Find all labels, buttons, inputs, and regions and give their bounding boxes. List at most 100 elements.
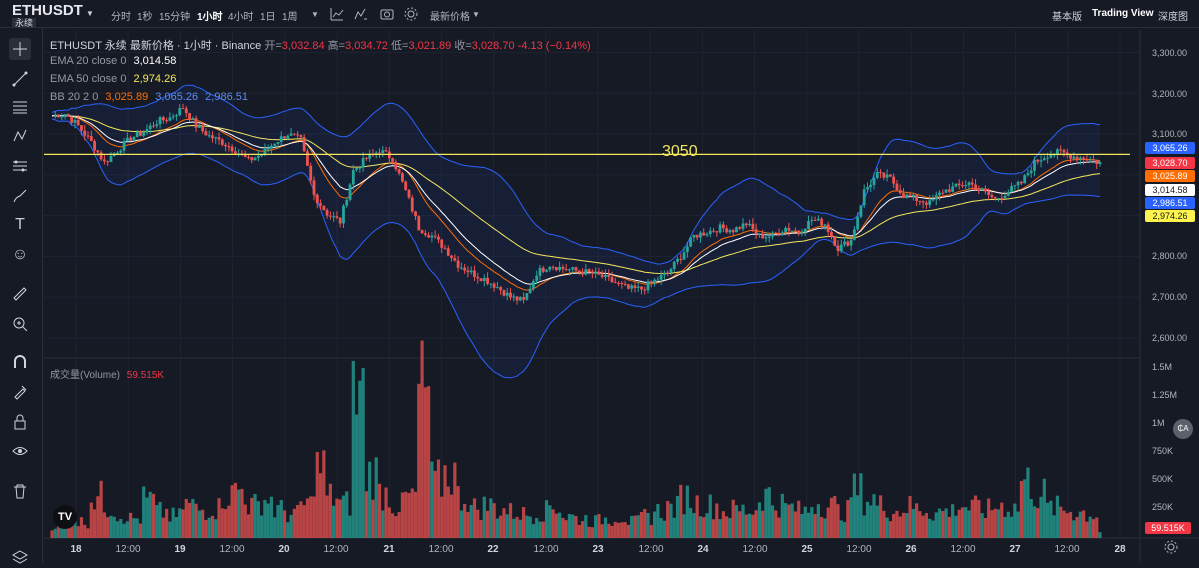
volume-bar [718, 519, 722, 538]
volume-bar [328, 483, 332, 538]
volume-bar [682, 514, 686, 538]
crosshair-icon[interactable] [9, 38, 31, 60]
lock-drawing-icon[interactable] [9, 381, 31, 403]
tradingview-logo[interactable]: TV [53, 505, 77, 529]
ruler-icon[interactable] [9, 283, 31, 305]
interval-more-icon[interactable]: ▼ [311, 10, 319, 19]
interval-1w[interactable]: 1周 [282, 12, 298, 23]
volume-bar [1013, 503, 1017, 538]
volume-bar [826, 507, 830, 538]
candle-body [168, 117, 172, 121]
interval-1d[interactable]: 1日 [260, 12, 276, 23]
price-type-select[interactable]: 最新价格 [430, 12, 470, 23]
horizontal-lines-icon[interactable] [9, 96, 31, 118]
candle-body [502, 290, 506, 296]
price-type-chevron-icon[interactable]: ▼ [472, 10, 480, 19]
interval-1h[interactable]: 1小时 [197, 12, 223, 23]
text-icon[interactable]: T [15, 216, 25, 233]
chart-settings-icon[interactable] [1164, 540, 1178, 554]
candle-body [430, 235, 434, 238]
volume-bar [698, 516, 703, 538]
candle-body [125, 137, 129, 141]
candle-body [843, 241, 846, 245]
candle-body [509, 292, 512, 298]
tab-tradingview[interactable]: Trading View [1092, 8, 1154, 19]
volume-bar [83, 524, 87, 538]
volume-bar [243, 504, 247, 538]
volume-bar [217, 498, 221, 538]
volume-bar [223, 509, 228, 538]
volume-bar [138, 523, 143, 538]
volume-bar [780, 493, 784, 538]
volume-bar [996, 509, 1001, 538]
candle-body [335, 216, 339, 218]
volume-bar [427, 386, 431, 538]
candle-body [735, 227, 738, 233]
symbol-dropdown-icon[interactable]: ▼ [86, 9, 94, 18]
volume-bar [728, 518, 732, 538]
time-axis-label: 26 [905, 544, 917, 555]
candle-body [391, 158, 394, 162]
volume-bar [793, 511, 798, 538]
interval-15m[interactable]: 15分钟 [159, 12, 191, 23]
tab-depth[interactable]: 深度图 [1158, 12, 1188, 23]
trash-icon[interactable] [9, 480, 31, 502]
volume-bar [905, 513, 909, 538]
tab-basic[interactable]: 基本版 [1052, 12, 1082, 23]
emoji-icon[interactable]: ☺ [11, 246, 29, 263]
lock-icon[interactable] [9, 411, 31, 433]
volume-bar [279, 499, 283, 538]
magnet-icon[interactable] [9, 351, 31, 373]
eye-icon[interactable] [9, 440, 31, 462]
candle-body [712, 230, 715, 232]
pattern-icon[interactable] [9, 125, 31, 147]
brush-icon[interactable] [9, 185, 31, 207]
candle-body [983, 188, 987, 192]
zoom-in-icon[interactable] [9, 313, 31, 335]
bb-legend[interactable]: BB 20 2 0 3,025.89 3,065.26 2,986.51 [50, 91, 248, 103]
fib-icon[interactable] [9, 155, 31, 177]
volume-bar [715, 503, 719, 538]
chart-type-icon[interactable] [330, 7, 344, 21]
settings-icon[interactable] [404, 7, 418, 21]
hline-label[interactable]: 3050 [662, 143, 698, 160]
volume-bar [142, 486, 146, 538]
volume-bar [109, 515, 113, 538]
volume-bar [865, 501, 870, 538]
candle-body [541, 267, 545, 272]
interval-tick[interactable]: 分时 [111, 12, 131, 23]
volume-bar [882, 510, 886, 538]
volume-bar [833, 495, 837, 538]
candle-body [1065, 152, 1069, 155]
candle-body [283, 136, 286, 139]
currency-avatar-icon[interactable]: ₵A [1173, 419, 1193, 439]
volume-bar [947, 516, 951, 538]
indicators-icon[interactable] [354, 7, 368, 21]
candle-body [394, 161, 398, 170]
ema50-legend[interactable]: EMA 50 close 0 2,974.26 [50, 73, 176, 85]
candle-body [80, 125, 83, 131]
volume-bar [377, 483, 382, 538]
volume-bar [767, 487, 771, 538]
volume-legend[interactable]: 成交量(Volume) 59.515K [50, 366, 164, 381]
candle-body [938, 192, 941, 196]
candle-body [961, 185, 964, 187]
candle-body [577, 270, 581, 272]
candle-body [220, 139, 224, 145]
ema20-legend[interactable]: EMA 20 close 0 3,014.58 [50, 55, 176, 67]
volume-bar [577, 524, 581, 538]
volume-bar [1065, 513, 1069, 538]
candle-body [348, 184, 352, 200]
interval-4h[interactable]: 4小时 [228, 12, 254, 23]
drawing-toolbar: T ☺ [0, 28, 43, 564]
candle-body [201, 125, 205, 132]
interval-1s[interactable]: 1秒 [137, 12, 153, 23]
symbol-title[interactable]: ETHUSDT [12, 2, 83, 19]
volume-bar [374, 457, 378, 538]
candle-body [902, 193, 905, 198]
legend-close-label: 收= [454, 40, 472, 52]
camera-icon[interactable] [380, 7, 394, 21]
trend-line-icon[interactable] [9, 68, 31, 90]
candle-body [1029, 170, 1033, 174]
